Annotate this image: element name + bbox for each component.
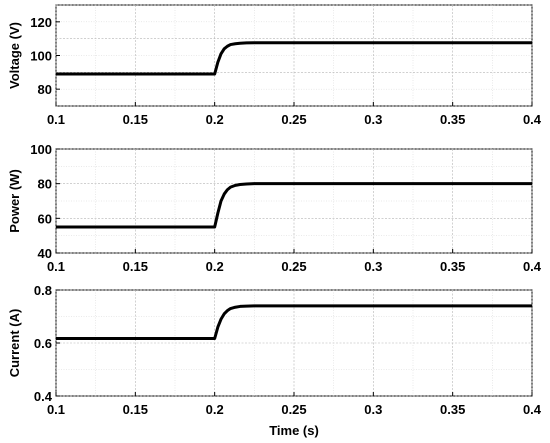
power-panel: 0.1 0.15 0.2 0.25 0.3 0.35 0.4 40 60 80 100 Power (…	[7, 142, 542, 274]
current-x-tick-label: 0.4	[523, 402, 542, 417]
voltage-x-tick-label: 0.2	[206, 112, 224, 127]
voltage-x-tick-label: 0.35	[440, 112, 465, 127]
current-y-tick-label: 0.8	[34, 283, 52, 298]
power-y-tick-label: 100	[30, 142, 52, 157]
current-x-tick-label: 0.15	[123, 402, 148, 417]
voltage-y-tick-label: 80	[38, 82, 52, 97]
voltage-x-tick-label: 0.25	[281, 112, 306, 127]
voltage-x-tick-label: 0.3	[364, 112, 382, 127]
current-x-axis-label: Time (s)	[269, 423, 319, 438]
voltage-series-line	[56, 41, 532, 76]
current-y-tick-label: 0.6	[34, 336, 52, 351]
voltage-x-tick-label: 0.15	[123, 112, 148, 127]
current-x-tick-label: 0.3	[364, 402, 382, 417]
power-x-tick-label: 0.3	[364, 259, 382, 274]
current-series-line	[56, 304, 532, 340]
power-y-axis-label: Power (W)	[7, 169, 22, 233]
voltage-y-tick-label: 120	[30, 15, 52, 30]
current-x-tick-label: 0.2	[206, 402, 224, 417]
power-y-tick-label: 40	[38, 246, 52, 261]
power-x-tick-label: 0.35	[440, 259, 465, 274]
voltage-y-tick-label: 100	[30, 49, 52, 64]
current-x-tick-label: 0.1	[47, 402, 65, 417]
voltage-x-tick-label: 0.4	[523, 112, 542, 127]
current-x-tick-label: 0.35	[440, 402, 465, 417]
voltage-y-axis-label: Voltage (V)	[7, 22, 22, 89]
current-y-tick-label: 0.4	[34, 389, 53, 404]
power-x-tick-label: 0.25	[281, 259, 306, 274]
current-y-axis-label: Current (A)	[7, 309, 22, 378]
power-y-tick-label: 60	[38, 211, 52, 226]
power-x-tick-label: 0.2	[206, 259, 224, 274]
power-x-tick-label: 0.4	[523, 259, 542, 274]
power-series-line	[56, 182, 532, 229]
power-y-tick-label: 80	[38, 177, 52, 192]
current-panel: 0.1 0.15 0.2 0.25 0.3 0.35 0.4 0.4 0.6 0.8 Current…	[7, 283, 542, 438]
current-x-tick-label: 0.25	[281, 402, 306, 417]
voltage-x-tick-label: 0.1	[47, 112, 65, 127]
power-x-tick-label: 0.15	[123, 259, 148, 274]
voltage-panel: 0.1 0.15 0.2 0.25 0.3 0.35 0.4 80 100 120 Voltage …	[7, 4, 542, 127]
power-x-tick-label: 0.1	[47, 259, 65, 274]
